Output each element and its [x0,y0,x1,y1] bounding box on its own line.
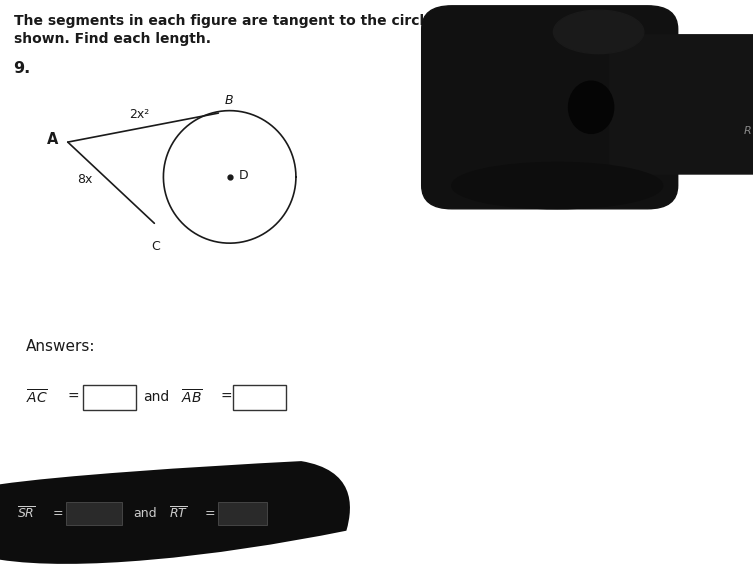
Text: B: B [224,95,233,107]
FancyBboxPatch shape [610,35,753,174]
Text: $\overline{SR}$: $\overline{SR}$ [17,506,35,521]
Text: C: C [151,240,160,252]
Text: 8x: 8x [77,173,93,186]
Text: =: = [205,507,215,520]
Text: A: A [47,132,59,147]
FancyBboxPatch shape [218,502,267,525]
FancyBboxPatch shape [233,385,286,410]
Text: $\overline{RT}$: $\overline{RT}$ [169,506,188,521]
FancyBboxPatch shape [83,385,136,410]
FancyBboxPatch shape [422,6,678,209]
Text: and: and [143,390,169,404]
Text: D: D [239,169,248,182]
PathPatch shape [0,461,350,564]
Ellipse shape [553,10,644,54]
Text: R: R [744,125,751,136]
Text: =: = [68,390,79,404]
Text: and: and [133,507,157,520]
Text: 2x²: 2x² [130,108,149,121]
Text: The segments in each figure are tangent to the circle at the points: The segments in each figure are tangent … [14,14,539,28]
Text: =: = [53,507,63,520]
Ellipse shape [569,81,614,133]
Text: Answers:: Answers: [26,339,96,354]
Text: 9.: 9. [14,61,31,76]
Text: $\overline{AC}$: $\overline{AC}$ [26,388,48,407]
Text: shown. Find each length.: shown. Find each length. [14,32,211,46]
Text: =: = [221,390,232,404]
Ellipse shape [452,162,663,209]
Text: $\overline{AB}$: $\overline{AB}$ [181,388,203,407]
FancyBboxPatch shape [66,502,122,525]
